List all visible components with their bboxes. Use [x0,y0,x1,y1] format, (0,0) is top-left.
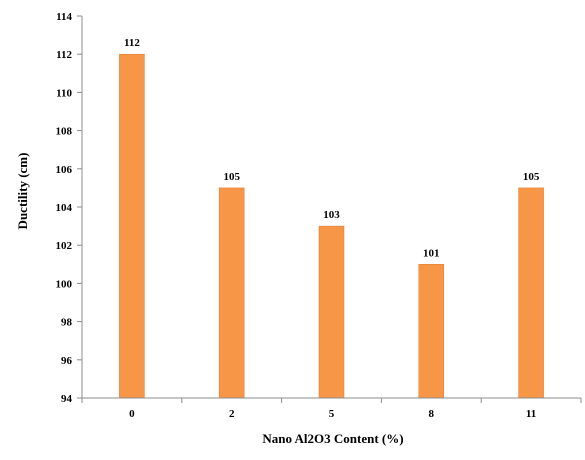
bars-group [119,53,544,399]
x-tick-label: 2 [229,408,235,420]
bar-11 [518,187,544,399]
data-label: 105 [523,171,540,183]
x-tick-label: 11 [526,408,536,420]
x-tick-label: 5 [329,408,335,420]
y-tick-label: 108 [56,126,73,138]
y-tick-label: 98 [61,317,73,329]
x-tick-label: 0 [129,408,135,420]
x-axis-title: Nano Al2O3 Content (%) [262,431,403,446]
labels-group: 9496981001021041061081101121141120105210… [56,11,540,420]
bar-0 [119,53,145,399]
bar-8 [418,264,445,399]
x-tick-label: 8 [429,408,435,420]
bar-2 [218,187,245,399]
bar-5 [318,225,345,399]
y-tick-label: 112 [56,49,72,61]
axes-group [77,15,582,403]
data-label: 105 [223,171,240,183]
data-label: 112 [124,37,140,49]
data-label: 103 [323,209,340,221]
y-axis-title: Ductility (cm) [15,153,30,230]
data-label: 101 [423,247,440,259]
y-tick-label: 102 [56,240,73,252]
y-tick-label: 110 [56,87,72,99]
y-tick-label: 96 [61,355,73,367]
y-tick-label: 104 [56,202,73,214]
y-tick-label: 106 [56,164,73,176]
y-tick-label: 114 [56,11,72,23]
y-tick-label: 100 [56,278,73,290]
y-tick-label: 94 [61,393,73,405]
